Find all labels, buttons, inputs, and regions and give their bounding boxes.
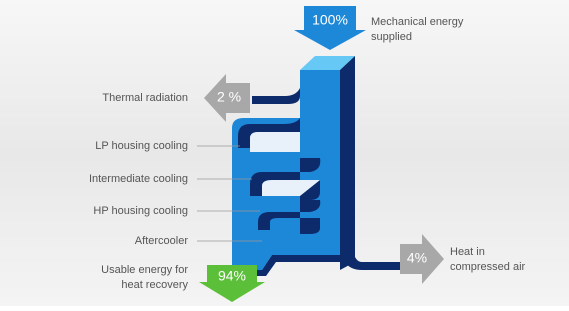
recovery-label: Usable energy for: [101, 264, 188, 276]
recovery-label: heat recovery: [121, 279, 188, 291]
hp-label: HP housing cooling: [93, 205, 188, 217]
energy-flow-diagram: 100% Mechanical energy supplied 2 % Ther…: [0, 0, 569, 306]
aftercooler-label: Aftercooler: [135, 235, 189, 247]
intermediate-label: Intermediate cooling: [89, 173, 188, 185]
input-caption: supplied: [371, 31, 412, 43]
thermal-label: Thermal radiation: [102, 92, 188, 104]
compressed-air-label: Heat in: [450, 246, 485, 258]
input-value: 100%: [312, 12, 348, 28]
compressed-air-label: compressed air: [450, 261, 526, 273]
thermal-value: 2 %: [217, 89, 241, 105]
compressed-air-value: 4%: [407, 250, 427, 266]
input-caption: Mechanical energy: [371, 16, 464, 28]
lp-label: LP housing cooling: [95, 140, 188, 152]
recovery-value: 94%: [218, 268, 246, 284]
